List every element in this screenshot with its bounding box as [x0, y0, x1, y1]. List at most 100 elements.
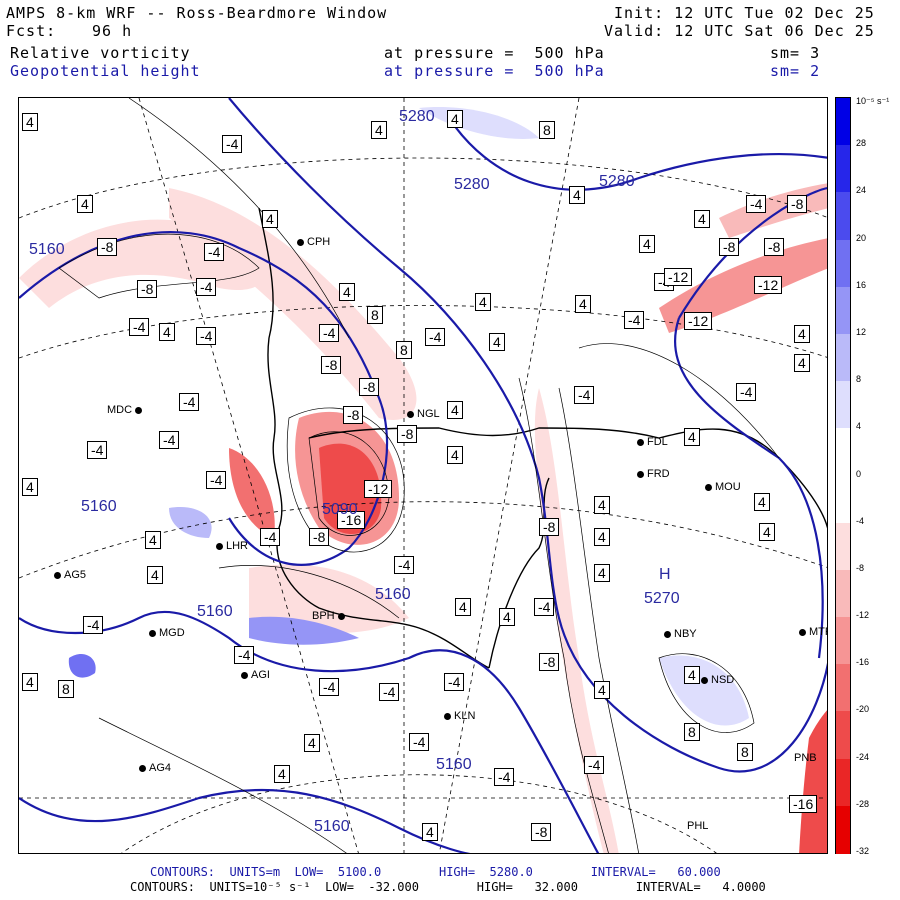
station-dot — [241, 671, 248, 679]
map-title: AMPS 8-km WRF -- Ross-Beardmore Window — [6, 4, 388, 22]
colorbar-tick-label: 0 — [856, 468, 862, 479]
vort-label: -8 — [137, 280, 158, 298]
station-dot — [637, 470, 644, 478]
colorbar-tick-label: -8 — [856, 562, 865, 573]
colorbar-segment — [836, 428, 850, 476]
vort-label: 4 — [447, 110, 463, 128]
vort-label: 4 — [147, 566, 163, 584]
vort-label: -4 — [204, 243, 225, 261]
vort-label: -4 — [409, 733, 430, 751]
vort-label: 4 — [684, 666, 700, 684]
vort-label: -4 — [159, 431, 180, 449]
station-dot — [444, 712, 451, 720]
vort-label: -8 — [719, 238, 740, 256]
vort-label: 4 — [22, 478, 38, 496]
vort-label: 4 — [499, 608, 515, 626]
height-contours — [19, 98, 827, 853]
vort-label: 8 — [367, 306, 383, 324]
vort-label: -4 — [319, 324, 340, 342]
vort-label: -4 — [574, 386, 595, 404]
station-dot — [701, 676, 708, 684]
colorbar-segment — [836, 381, 850, 429]
height-label: 5270 — [644, 590, 680, 607]
vort-label: -4 — [196, 327, 217, 345]
field2-pressure: at pressure = 500 hPa — [384, 62, 605, 80]
vort-label: 4 — [145, 531, 161, 549]
vort-label: -12 — [364, 480, 393, 498]
vort-label: 4 — [274, 765, 290, 783]
vort-label: 4 — [455, 598, 471, 616]
vort-label: 4 — [22, 113, 38, 131]
vort-label: -12 — [754, 276, 783, 294]
height-label: 5160 — [197, 603, 233, 620]
colorbar-tick-label: 20 — [856, 232, 867, 243]
station-dot — [149, 629, 156, 637]
colorbar-segment — [836, 805, 850, 854]
vort-label: -12 — [664, 268, 693, 286]
height-label: 5280 — [454, 176, 490, 193]
colorbar-unit-label: 10⁻⁵ s⁻¹ — [856, 96, 890, 106]
vort-label: 4 — [759, 523, 775, 541]
vort-label: 4 — [639, 235, 655, 253]
colorbar-tick-label: 24 — [856, 185, 867, 196]
vort-label: -4 — [196, 278, 217, 296]
vort-label: -4 — [425, 328, 446, 346]
vort-label: -8 — [539, 653, 560, 671]
colorbar-segment — [836, 617, 850, 665]
colorbar-segment — [836, 239, 850, 288]
station-dot — [54, 571, 61, 579]
station-mou: MOU — [705, 481, 741, 493]
vort-label: -12 — [684, 312, 713, 330]
vort-label: -4 — [206, 471, 227, 489]
colorbar-tick-label: 4 — [856, 421, 862, 432]
vort-label: 4 — [489, 333, 505, 351]
vort-label: -4 — [584, 756, 605, 774]
vort-label: 8 — [396, 341, 412, 359]
vort-label: -4 — [494, 768, 515, 786]
colorbar-segment — [836, 98, 850, 146]
forecast-hour: 96 h — [92, 22, 133, 40]
height-label: 5160 — [436, 756, 472, 773]
station-phl: PHL — [687, 820, 709, 832]
vort-label: -4 — [736, 383, 757, 401]
vort-label: -8 — [539, 518, 560, 536]
colorbar-tick-label: 12 — [856, 326, 867, 337]
vort-label: 4 — [594, 528, 610, 546]
station-dot — [637, 438, 644, 446]
height-contour-info: CONTOURS: UNITS=m LOW= 5100.0 HIGH= 5280… — [150, 865, 721, 879]
vort-label: -8 — [321, 356, 342, 374]
vort-label: -8 — [531, 823, 552, 841]
colorbar-segment — [836, 192, 850, 241]
vort-label: 4 — [794, 325, 810, 343]
field2-smoothing: sm= 2 — [770, 62, 821, 80]
station-dot — [297, 238, 304, 246]
graticule — [19, 98, 827, 853]
vort-label: 4 — [794, 354, 810, 372]
vort-label: 4 — [575, 295, 591, 313]
height-label: 5090 — [322, 501, 358, 518]
station-fdl: FDL — [637, 436, 668, 448]
colorbar-segment — [836, 522, 850, 571]
station-ag5: AG5 — [54, 569, 86, 581]
init-time: Init: 12 UTC Tue 02 Dec 25 — [614, 4, 875, 22]
station-cph: CPH — [297, 236, 330, 248]
vort-label: 4 — [22, 673, 38, 691]
vort-label: -4 — [234, 646, 255, 664]
vorticity-shading — [19, 107, 827, 853]
map-plot-area: 4 -4 4 8 4 4 -8 -4 4 -8 -4 -4 -4 -4 4 8 … — [18, 97, 828, 854]
colorbar-tick-label: -32 — [856, 846, 870, 856]
vort-label: -4 — [746, 195, 767, 213]
vorticity-contour-info: CONTOURS: UNITS=10⁻⁵ s⁻¹ LOW= -32.000 HI… — [130, 880, 766, 894]
height-label: 5280 — [599, 173, 635, 190]
colorbar-segment — [836, 475, 850, 524]
station-mdc: MDC — [107, 404, 145, 416]
vort-label: 4 — [694, 210, 710, 228]
vorticity-height-map — [19, 98, 827, 853]
vort-label: 4 — [594, 496, 610, 514]
vort-label: -4 — [319, 678, 340, 696]
field1-pressure: at pressure = 500 hPa — [384, 44, 605, 62]
station-mtr: MTR — [799, 626, 827, 638]
station-ngl: NGL — [407, 408, 440, 420]
station-bph: BPH — [312, 610, 348, 622]
vort-label: 4 — [684, 428, 700, 446]
